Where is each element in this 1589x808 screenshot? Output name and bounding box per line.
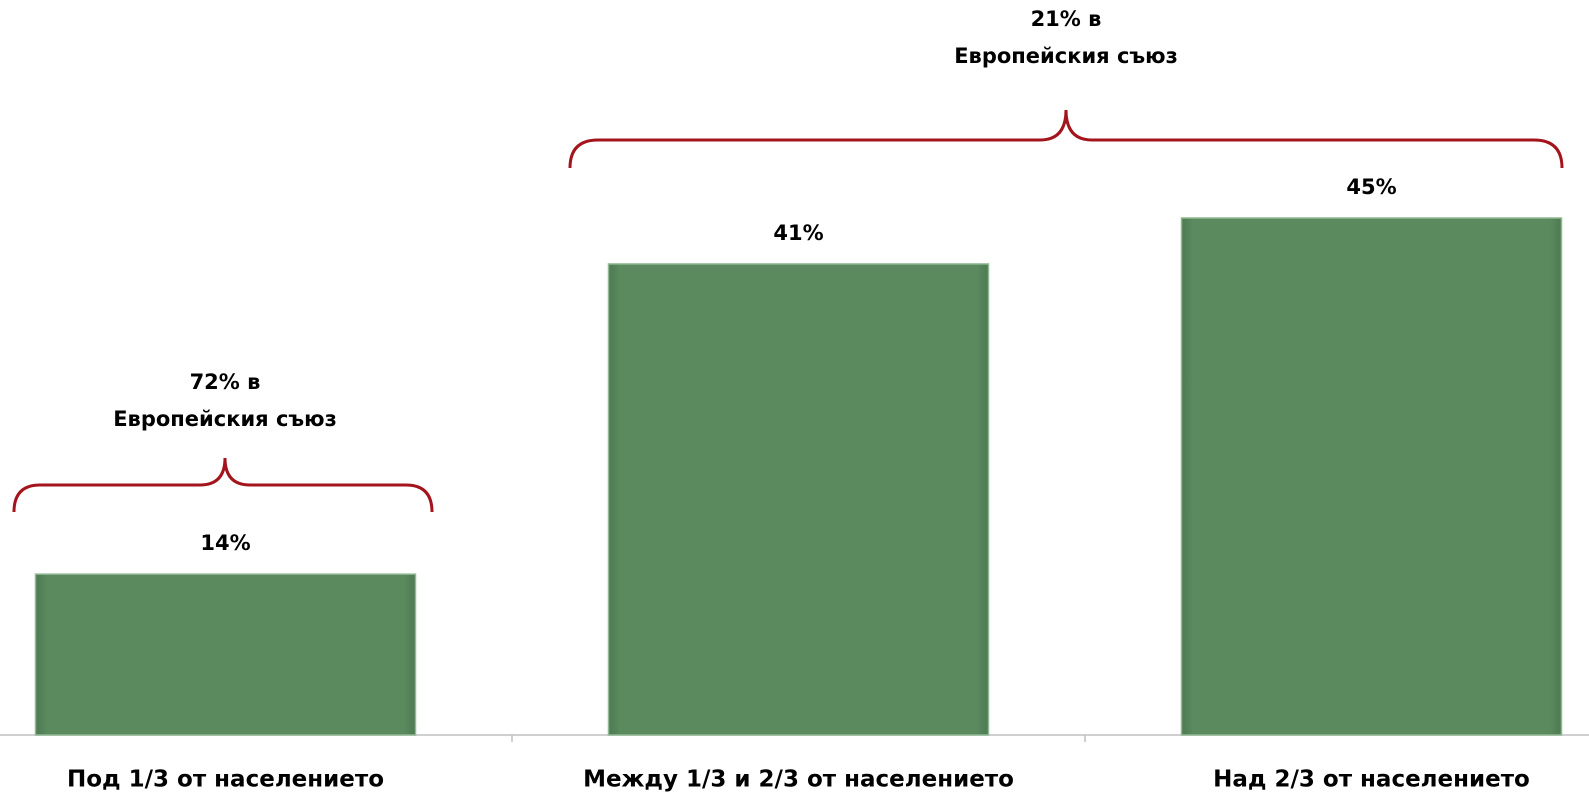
bar xyxy=(607,263,990,736)
value-label: 14% xyxy=(200,531,250,555)
bracket xyxy=(12,457,434,513)
value-label: 41% xyxy=(773,221,823,245)
bar xyxy=(34,573,417,736)
value-label: 45% xyxy=(1346,175,1396,199)
annotation: 21% в xyxy=(1031,7,1102,31)
bar xyxy=(1180,217,1563,736)
bracket xyxy=(568,109,1564,169)
annotation: Европейския съюз xyxy=(954,44,1178,68)
x-tick-label: Под 1/3 от населението xyxy=(67,767,384,793)
x-tick-label: Между 1/3 и 2/3 от населението xyxy=(583,767,1014,793)
annotation: 72% в xyxy=(190,370,261,394)
annotation: Европейския съюз xyxy=(113,407,337,431)
x-tick-label: Над 2/3 от населението xyxy=(1213,767,1530,793)
